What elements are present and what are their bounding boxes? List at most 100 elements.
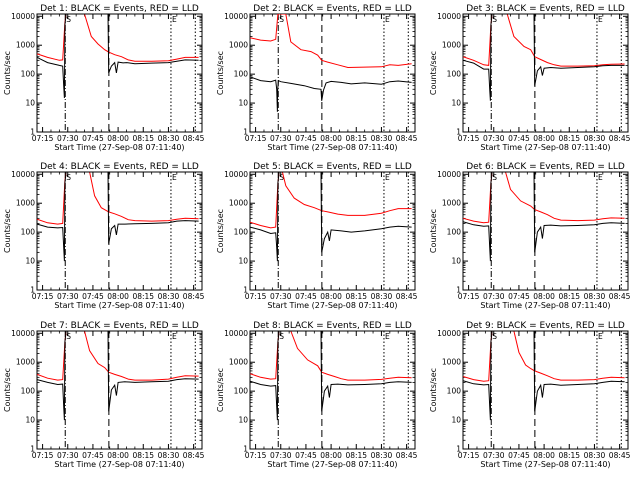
plot-frame [249,13,416,133]
y-tick-label: 1000 [442,358,461,367]
series-events-line [37,14,199,99]
y-tick-label: 1000 [16,199,35,208]
x-axis-label: Start Time (27-Sep-08 07:11:40) [54,143,184,152]
series-events-line [250,172,412,262]
series-events-line [463,331,625,421]
marker-label: S [66,332,71,341]
x-tick-label: 07:45 [508,292,530,301]
y-tick-label: 1000 [229,199,248,208]
y-tick-label: 10 [451,416,461,425]
y-axis-label: Counts/sec [3,51,12,95]
x-tick-label: 07:45 [295,292,317,301]
series-lld-line [37,331,199,381]
plot-frame [462,13,629,133]
x-tick-label: 07:15 [32,451,54,460]
x-axis-label: Start Time (27-Sep-08 07:11:40) [267,143,397,152]
y-tick-label: 1 [30,445,35,454]
panel-title: Det 9: BLACK = Events, RED = LLD [466,321,625,331]
x-tick-label: 08:30 [584,134,606,143]
marker-label: E [385,173,390,182]
x-axis-label: Start Time (27-Sep-08 07:11:40) [267,301,397,310]
x-tick-label: 08:30 [158,134,180,143]
x-tick-label: 08:45 [183,292,205,301]
x-tick-label: 07:45 [82,292,104,301]
marker-label: E [172,332,177,341]
x-tick-label: 07:30 [483,134,505,143]
x-tick-label: 08:15 [558,292,580,301]
y-tick-label: 1 [456,128,461,137]
y-tick-label: 1000 [229,358,248,367]
x-tick-label: 07:30 [270,292,292,301]
y-tick-label: 1000 [16,358,35,367]
y-tick-label: 10000 [224,170,248,179]
x-tick-label: 08:15 [132,451,154,460]
y-tick-label: 100 [447,387,462,396]
x-tick-label: 07:45 [295,451,317,460]
marker-label: S [492,15,497,24]
y-tick-label: 1000 [442,199,461,208]
x-tick-label: 08:30 [158,292,180,301]
y-tick-label: 10000 [224,12,248,21]
x-tick-label: 08:30 [584,292,606,301]
series-lld-line [463,331,625,382]
series-events-line [250,76,412,112]
marker-label: S [492,173,497,182]
y-tick-label: 10 [451,257,461,266]
series-lld-line [463,172,625,224]
y-tick-label: 1 [456,445,461,454]
x-tick-label: 08:00 [320,451,342,460]
x-tick-label: 07:30 [57,292,79,301]
x-tick-label: 08:00 [107,134,129,143]
y-tick-label: 10 [238,99,248,108]
y-tick-label: 100 [234,387,249,396]
y-tick-label: 1 [243,128,248,137]
x-tick-label: 08:15 [345,134,367,143]
y-tick-label: 1 [456,286,461,295]
panel-title: Det 2: BLACK = Events, RED = LLD [253,4,412,14]
y-tick-label: 10000 [437,329,461,338]
series-events-line [37,172,199,262]
x-tick-label: 08:45 [609,134,631,143]
x-tick-label: 08:15 [558,134,580,143]
y-tick-label: 100 [234,70,249,79]
x-tick-label: 08:30 [584,451,606,460]
y-axis-label: Counts/sec [3,209,12,253]
plot-frame [36,13,203,133]
y-tick-label: 100 [21,70,36,79]
x-tick-label: 07:15 [458,134,480,143]
panel-det-3: Det 3: BLACK = Events, RED = LLD 1 10 100 10… [429,4,631,152]
x-tick-label: 07:15 [245,451,267,460]
x-tick-label: 08:30 [371,134,393,143]
y-tick-label: 10000 [11,329,35,338]
plot-frame [249,171,416,291]
x-tick-label: 07:30 [270,134,292,143]
marker-label: S [279,332,284,341]
y-axis-label: Counts/sec [216,368,225,412]
x-tick-label: 07:15 [458,451,480,460]
x-tick-label: 08:45 [183,134,205,143]
y-tick-label: 1000 [229,41,248,50]
panel-title: Det 7: BLACK = Events, RED = LLD [40,321,199,331]
x-tick-label: 07:30 [57,451,79,460]
y-tick-label: 10 [25,416,35,425]
y-tick-label: 1 [30,286,35,295]
marker-label: E [598,173,603,182]
x-tick-label: 07:30 [483,451,505,460]
x-tick-label: 07:15 [245,134,267,143]
y-tick-label: 10 [25,257,35,266]
y-tick-label: 1 [243,286,248,295]
marker-label: E [598,15,603,24]
y-axis-label: Counts/sec [216,209,225,253]
series-events-line [463,14,625,101]
x-tick-label: 07:15 [245,292,267,301]
x-tick-label: 08:45 [396,134,418,143]
panel-det-4: Det 4: BLACK = Events, RED = LLD 1 10 100 10… [3,162,205,310]
marker-label: S [492,332,497,341]
y-tick-label: 10 [238,416,248,425]
x-tick-label: 08:15 [132,134,154,143]
x-tick-label: 08:45 [183,451,205,460]
panel-title: Det 3: BLACK = Events, RED = LLD [466,4,625,14]
marker-label: E [385,15,390,24]
y-axis-label: Counts/sec [429,368,438,412]
plot-frame [36,171,203,291]
